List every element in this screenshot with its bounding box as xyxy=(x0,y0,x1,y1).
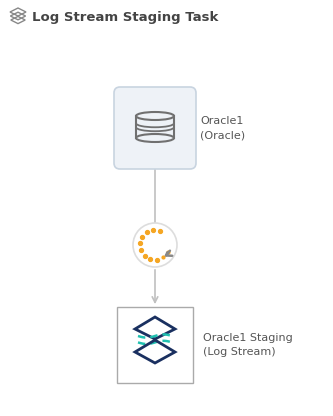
FancyBboxPatch shape xyxy=(117,307,193,383)
Circle shape xyxy=(133,223,177,267)
Text: Oracle1
(Oracle): Oracle1 (Oracle) xyxy=(200,116,245,140)
Text: Oracle1 Staging
(Log Stream): Oracle1 Staging (Log Stream) xyxy=(203,333,293,357)
FancyBboxPatch shape xyxy=(114,87,196,169)
Text: Log Stream Staging Task: Log Stream Staging Task xyxy=(32,12,218,25)
